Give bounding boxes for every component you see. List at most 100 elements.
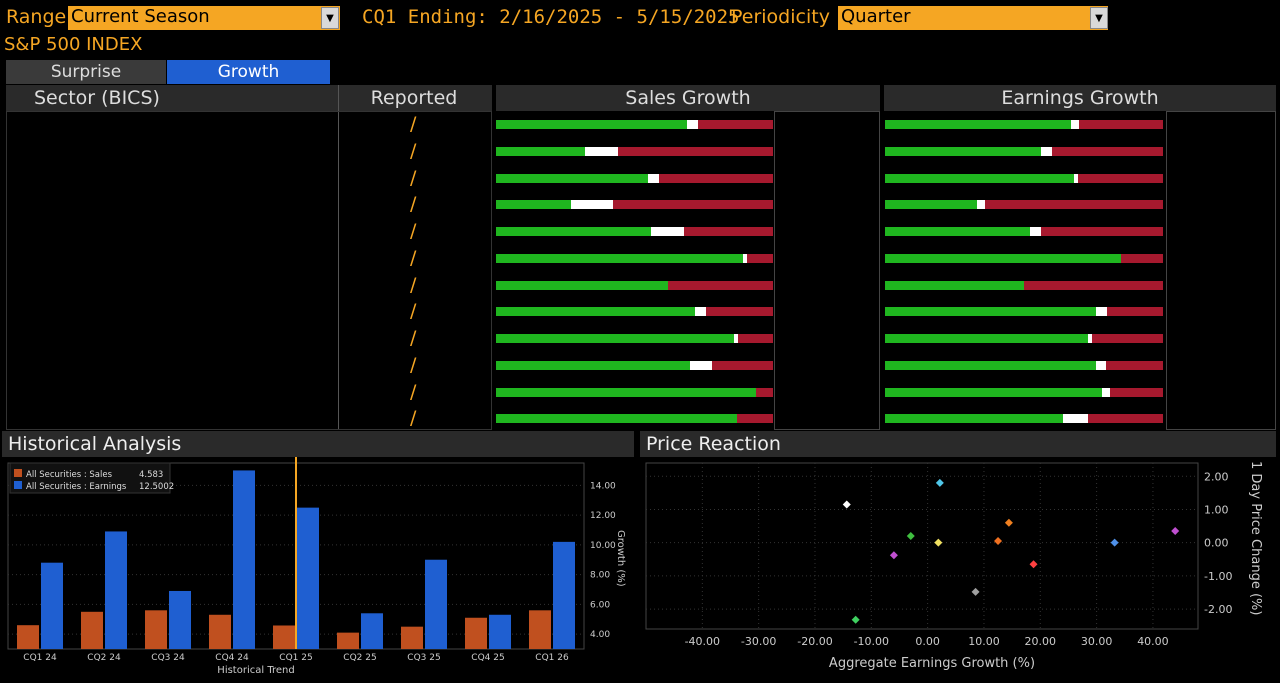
period-text: CQ1 Ending: 2/16/2025 - 5/15/2025	[362, 6, 740, 28]
legend-label: All Securities : Earnings	[26, 482, 127, 492]
sales-bar-red	[659, 174, 773, 183]
earnings-bar	[361, 613, 383, 649]
sales-bar-red	[668, 281, 773, 290]
earnings-bar-green	[885, 414, 1063, 423]
sales-bar-white	[743, 254, 747, 263]
earnings-bar-white	[1071, 120, 1079, 129]
plot-frame	[645, 462, 1199, 630]
x-tick-label: 0.00	[915, 635, 940, 648]
earnings-bar-green	[885, 147, 1041, 156]
sales-bar	[17, 625, 39, 649]
earnings-bar	[233, 470, 255, 649]
sales-bar-green	[496, 147, 585, 156]
y-tick-label: 0.00	[1204, 537, 1229, 550]
x-axis-label: Aggregate Earnings Growth (%)	[829, 656, 1035, 671]
sales-bar-red	[712, 361, 773, 370]
col-sector-header[interactable]: Sector (BICS)	[34, 87, 160, 109]
earnings-bar-red	[1079, 120, 1163, 129]
sales-bar-green	[496, 307, 695, 316]
sales-bar	[529, 610, 551, 649]
sales-bar-red	[756, 388, 773, 397]
earnings-bar	[425, 559, 447, 649]
range-dropdown[interactable]: Current Season	[68, 6, 340, 30]
earnings-bar	[169, 590, 191, 649]
reported-sep: /	[410, 167, 417, 189]
legend-label: All Securities : Sales	[26, 470, 113, 480]
price-reaction-title: Price Reaction	[640, 431, 1276, 457]
col-divider	[338, 85, 339, 430]
scatter-point	[1110, 538, 1119, 547]
y-tick-label: 2.00	[1204, 470, 1229, 483]
scatter-point	[1171, 527, 1180, 536]
earnings-bar	[41, 562, 63, 649]
earnings-bar-red	[1110, 388, 1163, 397]
scatter-point	[934, 538, 943, 547]
sales-bar	[81, 611, 103, 649]
reported-sep: /	[410, 300, 417, 322]
sales-bar-white	[690, 361, 712, 370]
earnings-bar-red	[985, 200, 1163, 209]
x-axis-label: Historical Trend	[217, 665, 294, 676]
historical-analysis-title: Historical Analysis	[2, 431, 634, 457]
sales-bar-green	[496, 120, 687, 129]
earnings-bar-red	[1107, 307, 1163, 316]
sales-bar-red	[618, 147, 773, 156]
sales-values-frame	[774, 111, 880, 430]
tab-surprise[interactable]: Surprise	[6, 60, 166, 84]
sales-bar-red	[738, 334, 773, 343]
sales-bar-green	[496, 254, 743, 263]
earnings-bar-green	[885, 281, 1024, 290]
earnings-bar-green	[885, 120, 1071, 129]
sales-bar-red	[747, 254, 773, 263]
legend-box	[9, 462, 171, 494]
sales-bar-white	[651, 227, 684, 236]
y-tick-label: 1.00	[1204, 503, 1229, 516]
y-axis-label: 1 Day Price Change (%)	[1248, 461, 1263, 615]
x-tick-label: -10.00	[854, 635, 889, 648]
earnings-bar-white	[1102, 388, 1110, 397]
reported-sep: /	[410, 354, 417, 376]
earnings-bar-red	[1088, 414, 1163, 423]
range-value: Current Season	[71, 6, 210, 27]
y-tick-label: 14.00	[590, 481, 616, 491]
earnings-bar-white	[1030, 227, 1041, 236]
tab-growth[interactable]: Growth	[167, 60, 330, 84]
sales-bar-white	[695, 307, 706, 316]
range-chevron-down-icon[interactable]: ▼	[321, 7, 339, 29]
reported-sep: /	[410, 274, 417, 296]
scatter-point	[842, 500, 851, 509]
sales-bar-green	[496, 281, 668, 290]
x-tick-label: -40.00	[685, 635, 720, 648]
col-reported-header[interactable]: Reported	[370, 87, 458, 109]
y-tick-label: -1.00	[1204, 570, 1232, 583]
scatter-point	[906, 532, 915, 541]
sales-bar-white	[734, 334, 738, 343]
sales-bar	[273, 625, 295, 649]
sales-bar-red	[706, 307, 773, 316]
scatter-point	[994, 537, 1003, 546]
sales-bar-white	[585, 147, 618, 156]
earnings-bar	[553, 541, 575, 649]
index-title: S&P 500 INDEX	[4, 34, 143, 55]
col-sales-header[interactable]: Sales Growth	[496, 85, 880, 111]
reported-sep: /	[410, 113, 417, 135]
sales-bar-red	[698, 120, 773, 129]
reported-sep: /	[410, 193, 417, 215]
earnings-bar-white	[1096, 361, 1106, 370]
earnings-bar-red	[1092, 334, 1163, 343]
x-tick-label: CQ2 24	[87, 653, 121, 663]
sales-bar-green	[496, 361, 690, 370]
y-tick-label: 12.00	[590, 511, 616, 521]
scatter-point	[1029, 560, 1038, 569]
periodicity-chevron-down-icon[interactable]: ▼	[1090, 7, 1108, 29]
col-earnings-header[interactable]: Earnings Growth	[884, 85, 1276, 111]
periodicity-label: Periodicity	[731, 6, 830, 28]
earnings-bar-green	[885, 334, 1088, 343]
earnings-bar-white	[1096, 307, 1107, 316]
table-left-frame	[6, 111, 492, 430]
earnings-bar-white	[1074, 174, 1078, 183]
y-tick-label: 10.00	[590, 541, 616, 551]
earnings-bar-red	[1024, 281, 1163, 290]
earnings-bar-red	[1041, 227, 1163, 236]
periodicity-dropdown[interactable]: Quarter	[838, 6, 1108, 30]
